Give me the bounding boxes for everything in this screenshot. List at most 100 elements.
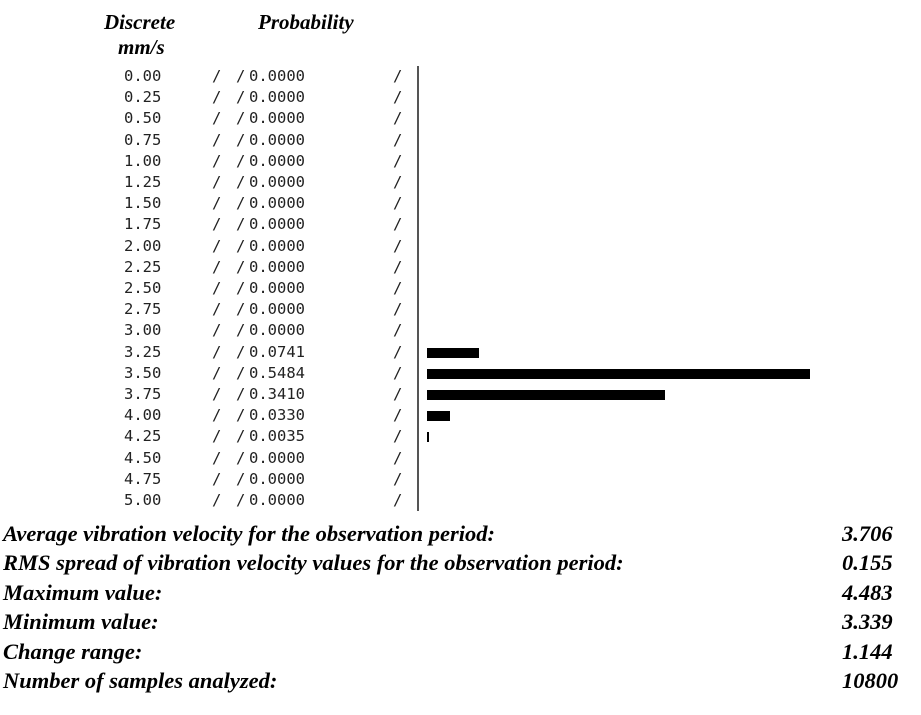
discrete-value: 4.25 bbox=[124, 427, 162, 446]
stat-value: 10800 bbox=[842, 668, 899, 693]
header-units: mm/s bbox=[118, 35, 165, 59]
separator: / bbox=[212, 363, 222, 382]
table-row: 3.00//0.0000/ bbox=[0, 320, 921, 340]
table-row: 2.00//0.0000/ bbox=[0, 236, 921, 256]
separator: / bbox=[212, 427, 222, 446]
separator: / bbox=[393, 88, 403, 107]
stat-value: 3.339 bbox=[842, 609, 893, 635]
separator: / bbox=[393, 342, 403, 361]
discrete-value: 0.00 bbox=[124, 67, 162, 85]
stat-value: 1.144 bbox=[842, 638, 893, 664]
separator: / bbox=[212, 151, 222, 170]
separator: / bbox=[393, 491, 403, 509]
separator: / bbox=[212, 406, 222, 425]
probability-value: 0.0000 bbox=[249, 67, 305, 85]
separator: / bbox=[393, 67, 403, 85]
table-row: 3.50//0.5484/ bbox=[0, 363, 921, 383]
separator: / bbox=[393, 109, 403, 128]
probability-value: 0.0000 bbox=[249, 448, 305, 467]
table-row: 3.75//0.3410/ bbox=[0, 384, 921, 404]
stat-label: Maximum value: bbox=[3, 579, 163, 605]
table-row: 1.50//0.0000/ bbox=[0, 193, 921, 213]
stat-value: 3.706 bbox=[842, 521, 893, 546]
histogram-bar bbox=[427, 368, 810, 379]
separator: / bbox=[236, 109, 246, 128]
separator: / bbox=[393, 448, 403, 467]
histogram-bar bbox=[427, 390, 666, 400]
separator: / bbox=[212, 88, 222, 107]
separator: / bbox=[236, 194, 246, 213]
discrete-value: 3.50 bbox=[124, 363, 162, 382]
stat-row: Minimum value: 3.339 bbox=[0, 607, 921, 636]
separator: / bbox=[393, 151, 403, 170]
table-row: 1.75//0.0000/ bbox=[0, 214, 921, 234]
separator: / bbox=[236, 406, 246, 425]
probability-value: 0.0000 bbox=[249, 151, 305, 170]
probability-value: 0.5484 bbox=[249, 363, 305, 382]
table-row: 0.00//0.0000/ bbox=[0, 66, 921, 86]
table-row: 1.25//0.0000/ bbox=[0, 172, 921, 192]
discrete-value: 2.75 bbox=[124, 300, 162, 319]
probability-value: 0.0000 bbox=[249, 236, 305, 255]
discrete-value: 2.50 bbox=[124, 279, 162, 297]
separator: / bbox=[212, 109, 222, 128]
discrete-value: 3.00 bbox=[124, 321, 162, 340]
separator: / bbox=[212, 257, 222, 276]
stat-value: 4.483 bbox=[842, 579, 893, 605]
separator: / bbox=[212, 321, 222, 340]
separator: / bbox=[393, 236, 403, 255]
separator: / bbox=[236, 300, 246, 319]
stat-label: RMS spread of vibration velocity values … bbox=[3, 550, 624, 576]
separator: / bbox=[212, 491, 222, 509]
probability-value: 0.0035 bbox=[249, 427, 305, 446]
probability-value: 0.0000 bbox=[249, 257, 305, 276]
separator: / bbox=[236, 279, 246, 297]
separator: / bbox=[393, 321, 403, 340]
separator: / bbox=[212, 130, 222, 149]
discrete-value: 4.50 bbox=[124, 448, 162, 467]
probability-value: 0.0000 bbox=[249, 130, 305, 149]
separator: / bbox=[236, 151, 246, 170]
table-row: 4.50//0.0000/ bbox=[0, 448, 921, 468]
table-row: 0.75//0.0000/ bbox=[0, 130, 921, 150]
separator: / bbox=[393, 173, 403, 191]
stat-label: Number of samples analyzed: bbox=[3, 668, 278, 693]
table-row: 2.25//0.0000/ bbox=[0, 257, 921, 277]
histogram: 0.00//0.0000/0.25//0.0000/0.50//0.0000/0… bbox=[0, 66, 921, 511]
discrete-value: 2.00 bbox=[124, 236, 162, 255]
probability-value: 0.0000 bbox=[249, 215, 305, 234]
separator: / bbox=[236, 448, 246, 467]
separator: / bbox=[393, 469, 403, 488]
separator: / bbox=[393, 215, 403, 234]
table-row: 4.75//0.0000/ bbox=[0, 469, 921, 489]
separator: / bbox=[236, 342, 246, 361]
separator: / bbox=[236, 88, 246, 107]
histogram-axis bbox=[417, 66, 419, 511]
histogram-bar bbox=[427, 411, 450, 422]
separator: / bbox=[393, 194, 403, 213]
probability-value: 0.3410 bbox=[249, 385, 305, 403]
table-row: 4.25//0.0035/ bbox=[0, 426, 921, 446]
separator: / bbox=[393, 300, 403, 319]
separator: / bbox=[236, 385, 246, 403]
separator: / bbox=[393, 406, 403, 425]
probability-value: 0.0000 bbox=[249, 300, 305, 319]
separator: / bbox=[236, 491, 246, 509]
separator: / bbox=[236, 257, 246, 276]
probability-value: 0.0741 bbox=[249, 342, 305, 361]
discrete-value: 1.25 bbox=[124, 173, 162, 191]
separator: / bbox=[236, 427, 246, 446]
probability-value: 0.0000 bbox=[249, 194, 305, 213]
discrete-value: 0.50 bbox=[124, 109, 162, 128]
table-row: 5.00//0.0000/ bbox=[0, 490, 921, 510]
separator: / bbox=[236, 363, 246, 382]
probability-value: 0.0000 bbox=[249, 491, 305, 509]
histogram-bar bbox=[427, 347, 479, 358]
separator: / bbox=[236, 173, 246, 191]
table-row: 3.25//0.0741/ bbox=[0, 342, 921, 362]
discrete-value: 1.50 bbox=[124, 194, 162, 213]
stat-label: Change range: bbox=[3, 638, 143, 664]
separator: / bbox=[212, 342, 222, 361]
discrete-value: 5.00 bbox=[124, 491, 162, 509]
discrete-value: 4.75 bbox=[124, 469, 162, 488]
